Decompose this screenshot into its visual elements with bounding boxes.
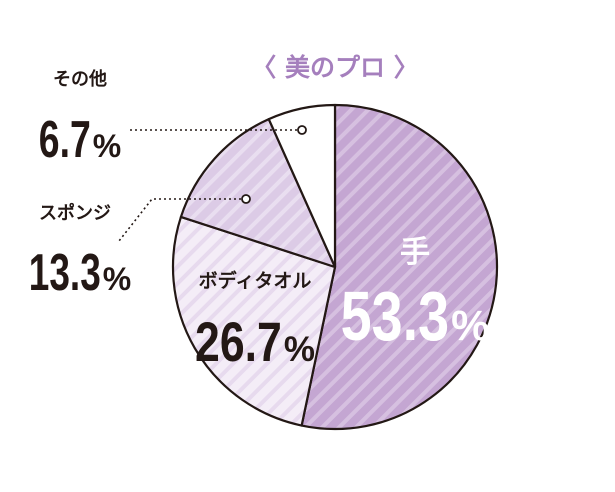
slice-value-body-towel: 26.7%: [195, 310, 315, 373]
slice-label-body-towel: ボディタオル: [199, 269, 312, 292]
slice-value-hand: 53.3%: [341, 277, 490, 355]
slice-value-sponge: 13.3%: [29, 244, 131, 302]
slice-labels: 手 53.3% ボディタオル 26.7% スポンジ 13.3% その他 6.7%: [29, 68, 490, 373]
leader-lines: [118, 125, 307, 242]
slice-label-hand: 手: [400, 235, 430, 270]
leader-dot-other: [297, 125, 307, 135]
pie-slices: [171, 103, 499, 431]
leader-line-sponge: [118, 198, 246, 242]
pie-slice-sponge: [179, 118, 337, 269]
pie-slice-body-towel: [171, 215, 337, 427]
chart-title: 〈 美のプロ 〉: [251, 53, 418, 82]
slice-label-other: その他: [53, 68, 107, 90]
leader-dot-sponge: [241, 194, 251, 204]
pie-slice-other: [267, 103, 337, 269]
slice-value-other: 6.7%: [39, 111, 121, 169]
slice-label-sponge: スポンジ: [39, 202, 111, 224]
pie-slice-hand: [300, 103, 499, 431]
